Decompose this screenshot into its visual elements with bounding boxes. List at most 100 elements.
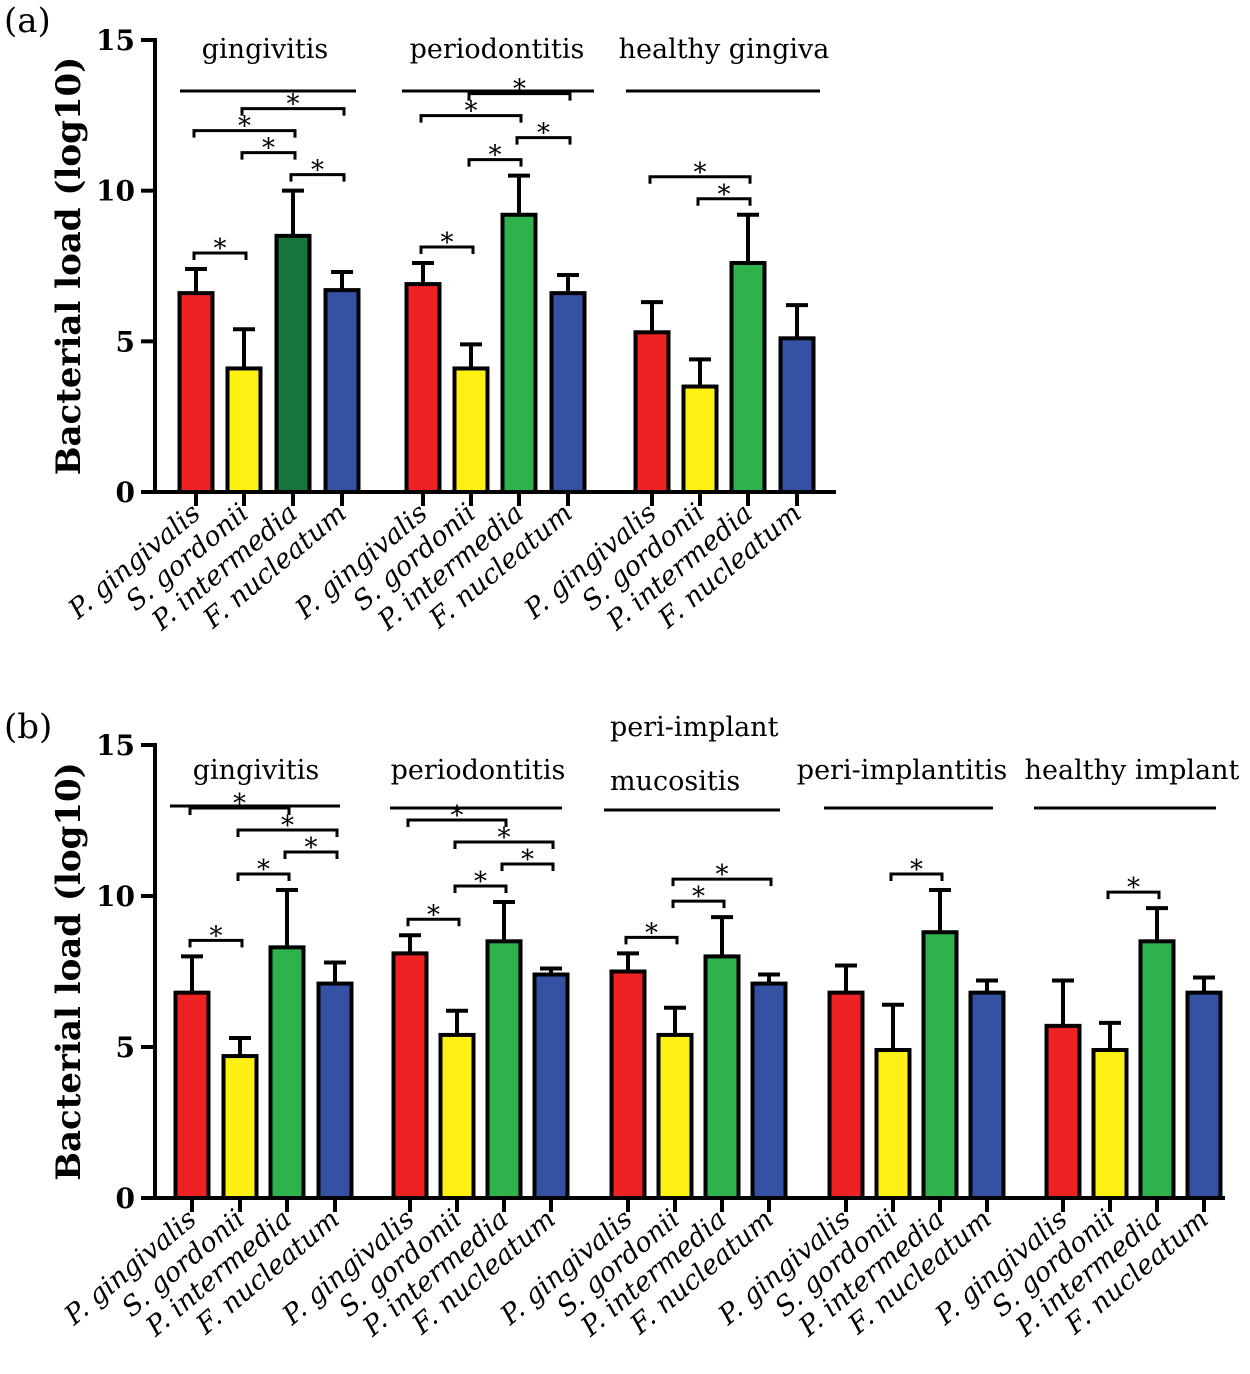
group-label: peri-implant <box>610 712 779 743</box>
significance-bracket <box>1106 890 1161 900</box>
significance-bracket <box>283 850 339 859</box>
significance-star: * <box>1127 873 1140 903</box>
bar <box>1185 990 1223 1201</box>
significance-star: * <box>645 918 658 948</box>
significance-bracket <box>467 92 572 101</box>
group-label: peri-implantitis <box>797 755 1007 786</box>
bar <box>656 1032 694 1201</box>
chart-panel-b: (b)Bacterial load (log10)051015gingiviti… <box>4 707 1239 1343</box>
bar <box>485 939 523 1200</box>
bar <box>404 282 442 494</box>
bar <box>778 336 816 494</box>
significance-bracket <box>696 197 752 206</box>
significance-star: * <box>262 134 275 164</box>
bar <box>391 951 429 1200</box>
bar <box>221 1054 259 1201</box>
significance-star: * <box>692 882 705 912</box>
significance-bracket <box>236 872 291 881</box>
bar <box>921 930 959 1200</box>
significance-star: * <box>910 855 923 885</box>
significance-bracket <box>289 173 346 182</box>
significance-star: * <box>521 845 534 875</box>
y-tick-label: 0 <box>116 476 135 509</box>
bar <box>274 233 312 494</box>
bar <box>750 981 788 1201</box>
bar <box>1091 1048 1129 1201</box>
significance-bracket <box>453 884 508 894</box>
bar <box>500 212 538 494</box>
bar <box>1044 1023 1082 1200</box>
significance-star: * <box>441 228 454 258</box>
bar <box>438 1032 476 1201</box>
bar <box>549 291 587 494</box>
panel-label: (b) <box>4 707 52 747</box>
significance-bracket <box>240 107 346 116</box>
significance-star: * <box>210 921 223 951</box>
significance-star: * <box>305 833 318 863</box>
bar <box>225 366 263 495</box>
significance-bracket <box>406 818 508 828</box>
group-label: gingivitis <box>193 755 319 786</box>
significance-star: * <box>427 900 440 930</box>
significance-star: * <box>694 158 707 188</box>
group-label: periodontitis <box>391 755 566 786</box>
significance-star: * <box>311 156 324 186</box>
bar <box>316 981 354 1201</box>
group-label: gingivitis <box>202 34 328 65</box>
y-axis-label: Bacterial load (log10) <box>49 762 89 1181</box>
significance-star: * <box>281 811 294 841</box>
significance-bracket <box>624 935 679 945</box>
y-tick-label: 15 <box>96 24 135 57</box>
bar <box>452 366 490 495</box>
y-tick-label: 5 <box>116 325 135 358</box>
significance-bracket <box>419 245 475 254</box>
significance-bracket <box>671 877 773 887</box>
bar <box>1138 939 1176 1200</box>
significance-bracket <box>889 872 944 881</box>
group-label: periodontitis <box>410 34 585 65</box>
significance-bracket <box>236 828 339 837</box>
significance-bracket <box>192 251 248 261</box>
significance-star: * <box>465 97 478 127</box>
bar <box>729 260 767 494</box>
significance-bracket <box>406 917 461 927</box>
y-tick-label: 10 <box>96 175 135 208</box>
significance-star: * <box>257 855 270 885</box>
group-label: healthy implant <box>1025 755 1240 786</box>
group-label: mucositis <box>610 766 740 797</box>
significance-bracket <box>419 114 523 123</box>
y-tick-label: 10 <box>96 880 135 913</box>
significance-bracket <box>188 806 291 815</box>
significance-star: * <box>537 119 550 149</box>
significance-star: * <box>287 90 300 120</box>
bar <box>827 990 865 1201</box>
significance-bracket <box>515 136 572 145</box>
significance-star: * <box>474 867 487 897</box>
bar <box>532 972 570 1201</box>
significance-bracket <box>467 158 523 167</box>
bar <box>177 291 215 494</box>
bar <box>323 288 361 494</box>
significance-bracket <box>240 151 297 160</box>
y-tick-label: 5 <box>116 1031 135 1064</box>
significance-star: * <box>214 234 227 264</box>
significance-star: * <box>513 75 526 105</box>
group-label: healthy gingiva <box>619 34 830 65</box>
y-tick-label: 15 <box>96 729 135 762</box>
y-axis-label: Bacterial load (log10) <box>49 57 89 476</box>
bar <box>633 330 671 494</box>
bar <box>173 990 211 1201</box>
significance-star: * <box>489 141 502 171</box>
significance-star: * <box>498 823 511 853</box>
significance-bracket <box>671 899 726 909</box>
y-tick-label: 0 <box>116 1182 135 1215</box>
significance-bracket <box>188 938 244 948</box>
significance-star: * <box>238 112 251 142</box>
